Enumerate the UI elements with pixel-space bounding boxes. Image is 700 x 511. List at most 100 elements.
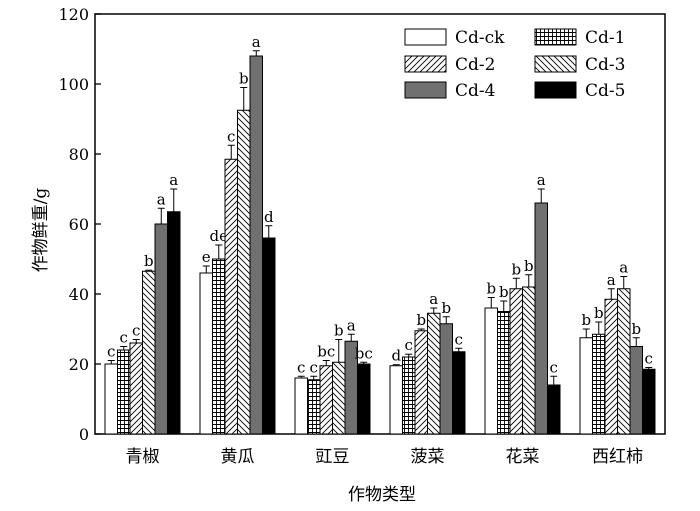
bar bbox=[642, 368, 656, 435]
bar bbox=[212, 258, 226, 435]
legend-swatch bbox=[404, 81, 447, 99]
bar bbox=[547, 384, 561, 435]
category-label: 菠菜 bbox=[411, 447, 445, 467]
bar bbox=[522, 286, 536, 435]
y-tick-label: 60 bbox=[69, 215, 89, 234]
significance-label: b bbox=[594, 304, 604, 322]
bar bbox=[249, 55, 263, 435]
significance-label: c bbox=[310, 358, 318, 376]
bar bbox=[579, 337, 593, 435]
significance-label: c bbox=[132, 322, 140, 340]
legend-swatch bbox=[404, 28, 447, 46]
significance-label: de bbox=[210, 227, 229, 245]
bar bbox=[237, 109, 251, 435]
significance-label: b bbox=[499, 283, 509, 301]
bar bbox=[389, 365, 403, 435]
bar bbox=[262, 237, 276, 435]
bar bbox=[224, 158, 238, 435]
significance-label: c bbox=[645, 350, 653, 368]
y-tick-label: 20 bbox=[69, 355, 89, 374]
bar bbox=[509, 288, 523, 435]
bar bbox=[534, 202, 548, 435]
significance-label: b bbox=[441, 299, 451, 317]
bar bbox=[154, 223, 168, 435]
bar bbox=[497, 311, 511, 435]
bar bbox=[604, 298, 618, 435]
significance-label: a bbox=[252, 33, 261, 51]
bar bbox=[452, 351, 466, 435]
y-axis-label: 作物鲜重/g bbox=[31, 188, 51, 273]
significance-label: e bbox=[202, 248, 211, 266]
category-label: 西红柿 bbox=[592, 447, 643, 467]
bar bbox=[199, 272, 213, 435]
bar bbox=[117, 349, 131, 435]
bar bbox=[617, 288, 631, 435]
significance-label: d bbox=[264, 208, 274, 226]
category-label: 豇豆 bbox=[316, 447, 350, 467]
significance-label: c bbox=[107, 343, 115, 361]
significance-label: b bbox=[524, 257, 534, 275]
significance-label: bc bbox=[317, 343, 335, 361]
significance-label: b bbox=[334, 322, 344, 340]
bar bbox=[414, 330, 428, 435]
significance-label: a bbox=[619, 259, 628, 277]
significance-label: c bbox=[227, 127, 235, 145]
significance-label: b bbox=[581, 311, 591, 329]
legend-swatch bbox=[534, 55, 577, 73]
significance-label: b bbox=[511, 260, 521, 278]
y-tick-label: 100 bbox=[58, 75, 89, 94]
legend: Cd-ck Cd-1 Cd-2 Cd-3 Cd-4 Cd-5 bbox=[404, 28, 625, 101]
bar bbox=[129, 342, 143, 435]
significance-label: c bbox=[405, 336, 413, 354]
bar bbox=[307, 379, 321, 435]
legend-label: Cd-3 bbox=[585, 55, 625, 75]
significance-label: a bbox=[429, 290, 438, 308]
y-tick-label: 120 bbox=[58, 5, 89, 24]
legend-swatch bbox=[404, 55, 447, 73]
legend-label: Cd-1 bbox=[585, 28, 625, 48]
y-tick-label: 80 bbox=[69, 145, 89, 164]
bar bbox=[357, 363, 371, 435]
bar bbox=[484, 307, 498, 435]
bar bbox=[294, 377, 308, 435]
significance-label: a bbox=[607, 271, 616, 289]
legend-swatch bbox=[534, 28, 577, 46]
category-label: 黄瓜 bbox=[221, 447, 255, 467]
significance-label: b bbox=[144, 252, 154, 270]
significance-label: b bbox=[486, 280, 496, 298]
bar bbox=[319, 365, 333, 435]
y-tick-label: 0 bbox=[79, 425, 89, 444]
significance-label: c bbox=[455, 330, 463, 348]
significance-label: c bbox=[550, 358, 558, 376]
x-axis-label: 作物类型 bbox=[348, 485, 416, 505]
significance-label: b bbox=[239, 70, 249, 88]
legend-label: Cd-2 bbox=[455, 55, 495, 75]
significance-label: a bbox=[157, 190, 166, 208]
significance-label: c bbox=[120, 329, 128, 347]
legend-label: Cd-5 bbox=[585, 81, 625, 101]
bar bbox=[427, 312, 441, 435]
category-label: 花菜 bbox=[506, 447, 540, 467]
y-tick-label: 40 bbox=[69, 285, 89, 304]
significance-label: a bbox=[169, 171, 178, 189]
significance-label: a bbox=[347, 316, 356, 334]
significance-label: c bbox=[297, 358, 305, 376]
bar bbox=[332, 361, 346, 435]
legend-swatch bbox=[534, 81, 577, 99]
significance-label: bc bbox=[355, 344, 373, 362]
bar bbox=[167, 211, 181, 435]
significance-label: d bbox=[391, 347, 401, 365]
bar bbox=[629, 346, 643, 435]
significance-label: b bbox=[416, 311, 426, 329]
bar bbox=[592, 333, 606, 435]
bar bbox=[104, 363, 118, 435]
bar bbox=[142, 270, 156, 435]
significance-label: a bbox=[537, 171, 546, 189]
bar bbox=[402, 356, 416, 435]
category-label: 青椒 bbox=[126, 447, 160, 467]
legend-label: Cd-ck bbox=[455, 28, 505, 48]
bar bbox=[439, 323, 453, 435]
